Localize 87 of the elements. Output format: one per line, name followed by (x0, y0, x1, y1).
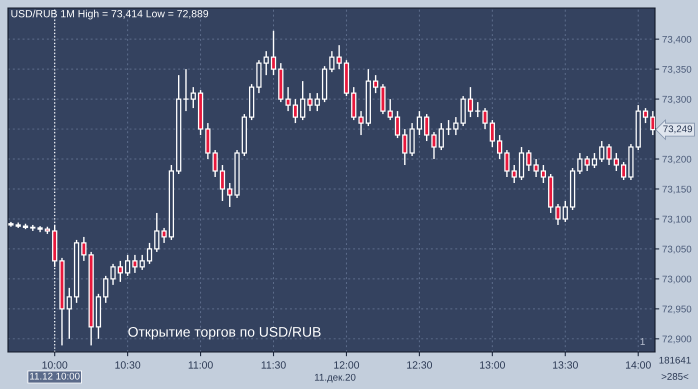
x-tick-label: 11:30 (262, 361, 286, 369)
candlestick (490, 119, 495, 148)
y-tick-label: 73,400 (662, 36, 692, 44)
x-tick-label: 11:00 (188, 361, 213, 369)
x-tick-label: 14:00 (626, 361, 651, 369)
x-tick-label: 12:30 (407, 361, 432, 369)
candlestick (562, 200, 568, 223)
text: 11.дек.20 (314, 374, 356, 383)
candlestick (285, 86, 291, 112)
x-tick-label: 10:00 (42, 361, 68, 369)
candlestick (270, 30, 276, 76)
y-tick-label: 72,950 (662, 306, 692, 314)
candlestick (103, 275, 108, 304)
x-tick-label: 10:30 (115, 361, 140, 369)
candlestick (140, 254, 145, 271)
candlestick (256, 59, 262, 94)
candlestick (146, 242, 152, 265)
candlestick (212, 149, 218, 178)
candlestick (118, 260, 123, 283)
y-tick-label: 73,300 (662, 96, 692, 104)
candlestick (227, 182, 232, 208)
x-tick-label: 13:00 (480, 361, 505, 369)
candlestick (358, 110, 364, 136)
y-tick-label: 72,900 (662, 336, 692, 344)
y-tick-label: 73,200 (662, 156, 692, 164)
candlestick (81, 236, 86, 262)
candlestick (577, 152, 582, 175)
candlestick (307, 92, 313, 112)
candlestick (526, 149, 532, 172)
candlestick (642, 107, 648, 124)
candlestick (453, 116, 458, 136)
y-tick-label: 73,050 (662, 246, 692, 254)
text: 181641 (659, 356, 691, 364)
candlestick (292, 98, 298, 124)
candlestick (555, 203, 561, 226)
candlestick (424, 113, 430, 142)
annotation: 1 (640, 338, 645, 345)
chart-title: USD/RUB 1M High = 73,414 Low = 72,889 (11, 10, 208, 20)
y-tick-label: 73,350 (662, 66, 692, 74)
candlestick (614, 152, 619, 172)
candlestick (373, 74, 378, 94)
candlestick (329, 50, 334, 73)
candlestick (161, 227, 167, 244)
candlestick (314, 92, 320, 112)
candlestick (621, 161, 626, 181)
candlestick (592, 152, 598, 169)
candlestick (380, 83, 386, 115)
candlestick (431, 131, 437, 160)
annotation: Открытие торгов по USD/RUB (128, 326, 321, 340)
candlestick (205, 122, 210, 160)
candlestick (351, 86, 356, 121)
y-tick-label: 73,000 (662, 276, 692, 284)
candlestick (606, 143, 612, 166)
candlestick (300, 80, 306, 121)
y-tick-label: 73,150 (662, 186, 692, 194)
candlestick (468, 86, 474, 118)
candlestick (110, 263, 116, 286)
candlestick (394, 110, 400, 139)
text: >285< (662, 373, 688, 380)
x-tick-label: 12:00 (334, 361, 360, 369)
candlestick (504, 149, 510, 178)
candlestick (416, 110, 422, 136)
candlestick (533, 158, 539, 178)
candlestick (190, 86, 196, 109)
candlestick (264, 50, 269, 76)
candlestick (132, 254, 138, 274)
candlestick (388, 98, 393, 121)
candlestick (336, 44, 342, 70)
ref-line-label: 11.12 10:00 (30, 372, 80, 380)
candlestick (599, 140, 604, 163)
candlestick (409, 122, 415, 157)
candlestick (482, 107, 488, 130)
candlestick (584, 155, 590, 172)
candlestick (154, 212, 160, 253)
candlestick (512, 164, 517, 184)
candlestick (402, 128, 408, 166)
candlestick (124, 254, 130, 277)
candlestick (438, 122, 444, 151)
candlestick (497, 134, 502, 160)
y-tick-label: 73,100 (662, 216, 692, 224)
candlestick (220, 164, 226, 202)
text: 73,249 (663, 125, 692, 134)
candlestick (66, 287, 72, 340)
candlestick (540, 164, 546, 184)
candlestick (518, 146, 524, 181)
candlestick (460, 95, 466, 127)
x-tick-label: 13:30 (553, 361, 578, 369)
